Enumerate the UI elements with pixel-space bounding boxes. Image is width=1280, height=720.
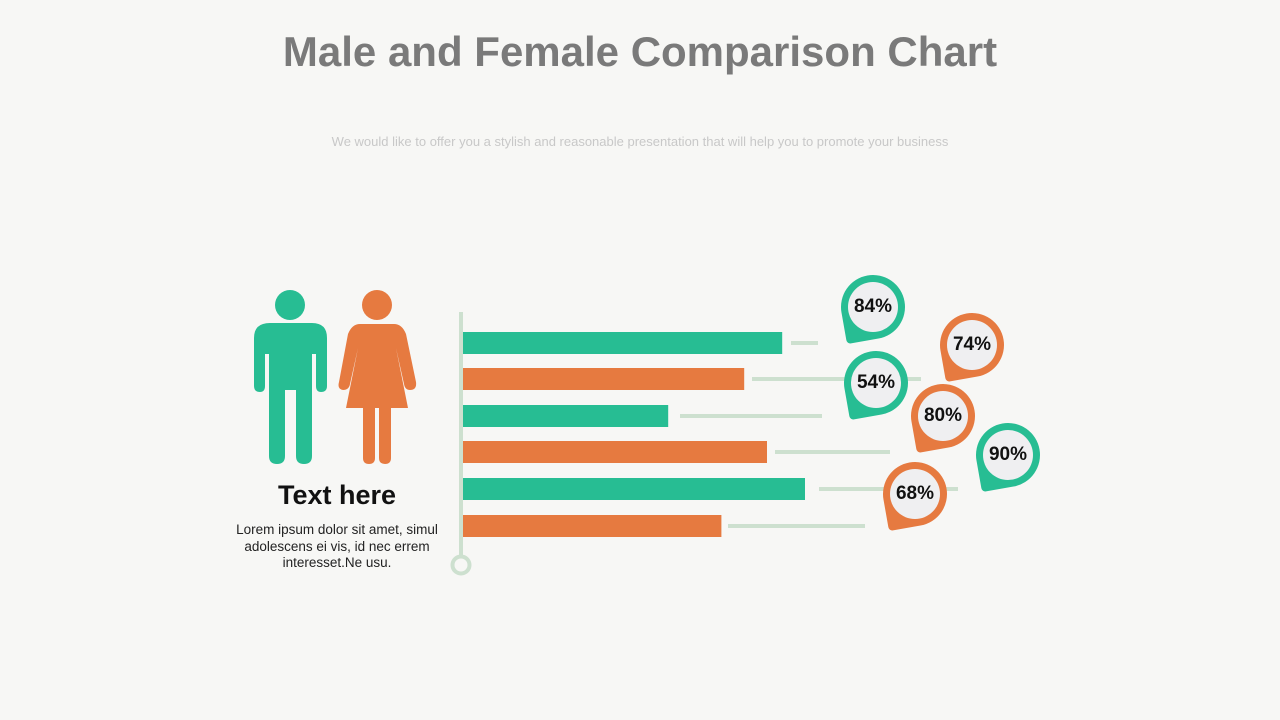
text-heading: Text here: [277, 480, 397, 510]
bar-female-2: [463, 368, 745, 390]
female-icon: [338, 290, 417, 464]
data-label: 74%: [947, 320, 997, 370]
bar-male-1: [463, 332, 783, 354]
people-icons: [254, 290, 417, 464]
bar-male-5: [463, 478, 805, 500]
bar-male-3: [463, 405, 669, 427]
data-label: 84%: [848, 282, 898, 332]
data-label: 90%: [983, 430, 1033, 480]
data-label: 54%: [851, 358, 901, 408]
bar-female-6: [463, 515, 722, 537]
text-body: Lorem ipsum dolor sit amet, simul adoles…: [236, 522, 438, 570]
page-title: Male and Female Comparison Chart: [282, 28, 998, 75]
male-icon: [254, 290, 327, 464]
page-subtitle: We would like to offer you a stylish and…: [331, 134, 949, 149]
bar-female-4: [463, 441, 767, 463]
data-label: 80%: [918, 391, 968, 441]
data-label: 68%: [890, 469, 940, 519]
chart-axis-end-circle: [450, 554, 472, 576]
